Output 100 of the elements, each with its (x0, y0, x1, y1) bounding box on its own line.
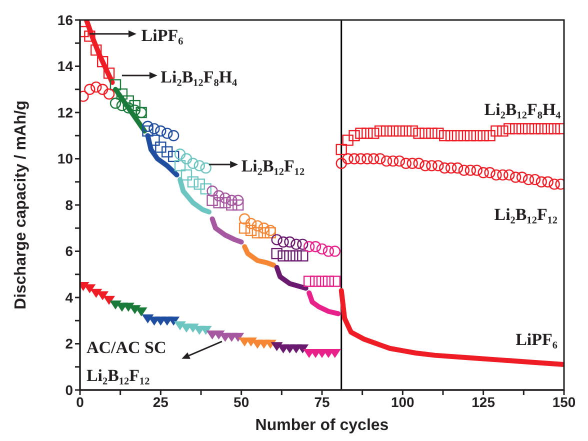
point (406, 125, 418, 137)
y-tick-label: 16 (57, 12, 74, 28)
annotation: Li₂B₁₂F₈H₄ (160, 67, 238, 86)
point (342, 153, 354, 164)
annotation: Li₂B₁₂F₁₂ (86, 366, 150, 385)
point (426, 128, 438, 139)
point (84, 84, 96, 95)
point (336, 144, 347, 156)
point (110, 98, 122, 109)
point (420, 160, 431, 172)
y-tick-label: 6 (65, 243, 74, 260)
y-tick-label: 2 (65, 336, 74, 352)
point (458, 164, 470, 176)
point (471, 130, 482, 142)
point (497, 125, 508, 137)
point (362, 153, 373, 164)
point (290, 250, 302, 262)
point (336, 158, 347, 169)
point (103, 296, 116, 305)
point (432, 128, 444, 139)
y-axis-title: Discharge capacity / mAh/g (12, 100, 30, 310)
point (84, 30, 96, 42)
point (464, 164, 476, 176)
point (252, 220, 264, 232)
point (445, 130, 457, 142)
point (90, 44, 102, 56)
point (96, 56, 108, 68)
point (387, 125, 399, 137)
point (206, 194, 218, 206)
point (245, 218, 257, 230)
point (355, 153, 366, 164)
point (174, 148, 186, 160)
point (348, 130, 360, 142)
point (226, 194, 238, 206)
point (122, 95, 134, 107)
point (426, 160, 438, 172)
point (529, 174, 541, 186)
point (116, 88, 128, 100)
point (400, 158, 412, 169)
point (194, 178, 205, 190)
x-axis-title: Number of cycles (255, 417, 389, 434)
point (303, 276, 315, 287)
point (497, 169, 508, 181)
point (510, 172, 522, 183)
point (504, 123, 515, 134)
point (445, 162, 457, 174)
point (362, 128, 373, 139)
point (110, 79, 122, 90)
x-tick-label: 125 (472, 394, 496, 410)
point (536, 176, 548, 188)
point (200, 183, 212, 194)
x-tick-label: 150 (552, 394, 576, 410)
point (516, 172, 528, 183)
point (452, 162, 464, 174)
point (271, 234, 282, 246)
point (322, 246, 334, 257)
point (348, 153, 360, 164)
point (148, 123, 160, 134)
point (542, 123, 554, 134)
point (504, 169, 515, 181)
annotation: Li₂B₁₂F₁₂ (494, 205, 558, 224)
point (439, 162, 450, 174)
point (413, 158, 424, 169)
point (310, 241, 322, 252)
point (220, 197, 231, 208)
point (238, 213, 250, 224)
point (194, 160, 205, 172)
point (271, 248, 282, 260)
point (368, 153, 380, 164)
point (400, 125, 412, 137)
point (187, 158, 199, 169)
point (297, 238, 308, 250)
point (109, 300, 122, 310)
x-tick-label: 100 (390, 394, 415, 410)
point (522, 123, 534, 134)
point (290, 238, 302, 250)
point (284, 236, 296, 248)
point (406, 158, 418, 169)
point (258, 222, 270, 234)
point (168, 130, 180, 142)
point (206, 186, 218, 197)
point (478, 167, 489, 178)
point (200, 326, 212, 335)
point (490, 125, 502, 137)
point (96, 84, 108, 95)
point (103, 68, 115, 79)
point (238, 222, 250, 234)
point (413, 128, 424, 139)
point (484, 130, 496, 142)
y-tick-label: 4 (65, 289, 74, 306)
point (142, 125, 154, 137)
point (374, 153, 386, 164)
point (368, 128, 380, 139)
annotation: Li₂B₁₂F₈H₄ (484, 100, 561, 119)
point (490, 169, 502, 181)
y-tick-label: 0 (65, 382, 74, 398)
point (245, 224, 257, 236)
point (316, 276, 328, 287)
point (322, 276, 334, 287)
point (464, 130, 476, 142)
